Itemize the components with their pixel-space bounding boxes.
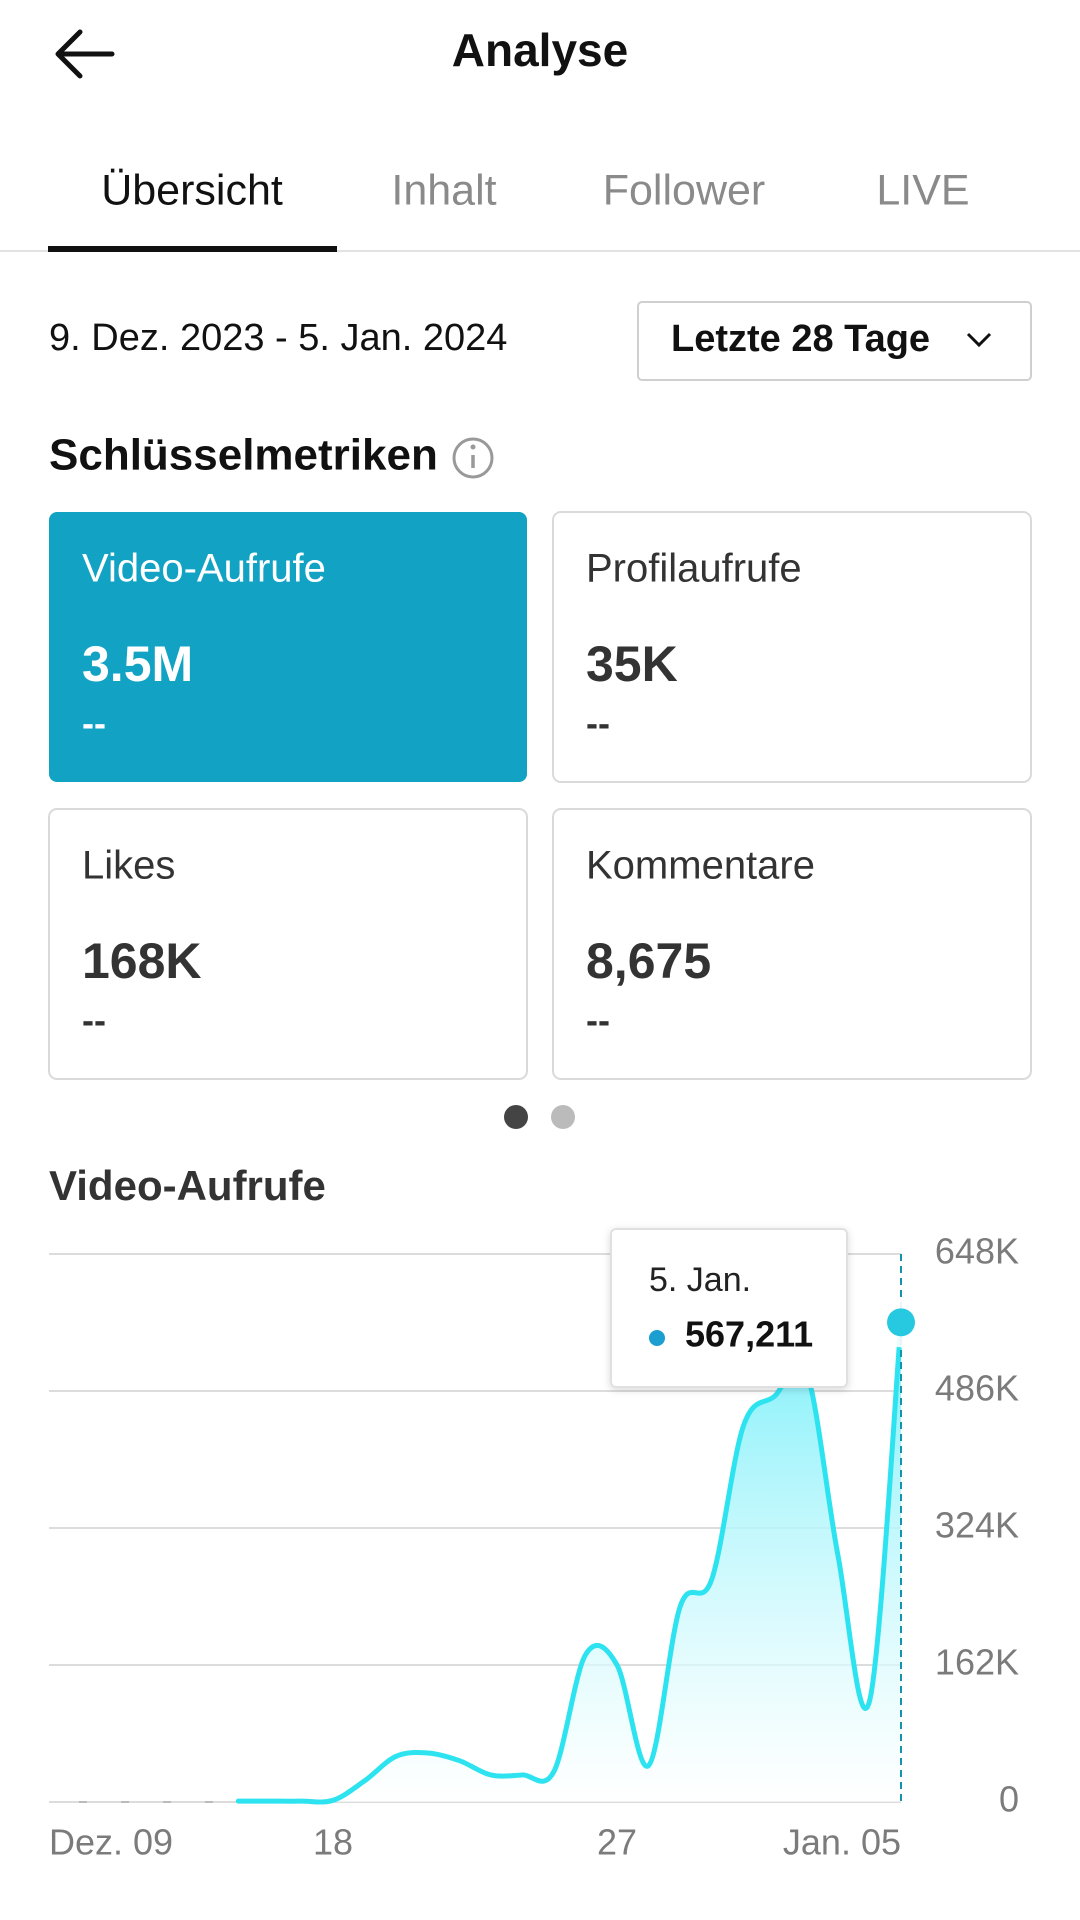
x-tick-label: Jan. 05 bbox=[783, 1822, 901, 1863]
metric-card[interactable]: Likes 168K -- bbox=[48, 808, 528, 1080]
tooltip-box bbox=[610, 1228, 848, 1388]
y-tick-label: 324K bbox=[935, 1505, 1019, 1546]
tab[interactable]: Follower bbox=[603, 166, 766, 214]
metric-card[interactable]: Video-Aufrufe 3.5M -- bbox=[49, 512, 527, 782]
card-label: Likes bbox=[82, 844, 175, 888]
tooltip: 5. Jan. 567,211 bbox=[610, 1228, 848, 1388]
tooltip-dot bbox=[649, 1330, 665, 1346]
x-tick-label: 18 bbox=[313, 1822, 353, 1863]
line bbox=[235, 1319, 904, 1805]
info-icon[interactable] bbox=[452, 437, 494, 479]
page-dot[interactable] bbox=[551, 1105, 575, 1129]
tooltip-date: 5. Jan. bbox=[649, 1261, 751, 1299]
dropdown-label[interactable]: Letzte 28 Tage bbox=[671, 318, 930, 360]
tab-underline bbox=[48, 246, 337, 252]
card-change: -- bbox=[586, 703, 610, 744]
card-bg bbox=[552, 808, 1032, 1080]
card-bg bbox=[48, 808, 528, 1080]
period-dropdown[interactable]: Letzte 28 Tage bbox=[637, 301, 1032, 381]
card-label: Kommentare bbox=[586, 844, 815, 888]
x-tick-label: 27 bbox=[597, 1822, 637, 1863]
metric-card[interactable]: Profilaufrufe 35K -- bbox=[552, 511, 1032, 783]
card-value: 8,675 bbox=[586, 933, 711, 989]
chevron bbox=[966, 332, 992, 348]
page-title: Analyse bbox=[452, 24, 628, 76]
hover-point bbox=[887, 1308, 915, 1337]
card-change: -- bbox=[82, 1000, 106, 1041]
tab-active[interactable]: Übersicht bbox=[101, 166, 283, 214]
y-tick-label: 648K bbox=[935, 1231, 1019, 1272]
card-value: 3.5M bbox=[82, 636, 193, 692]
tab[interactable]: Inhalt bbox=[391, 166, 496, 214]
dropdown-box[interactable] bbox=[637, 301, 1032, 381]
date-range: 9. Dez. 2023 - 5. Jan. 2024 bbox=[49, 317, 507, 359]
card-label: Profilaufrufe bbox=[586, 547, 802, 591]
back-button[interactable] bbox=[55, 29, 115, 79]
y-tick-label: 486K bbox=[935, 1368, 1019, 1409]
chart-title: Video-Aufrufe bbox=[49, 1162, 326, 1209]
section-title: Schlüsselmetriken bbox=[49, 431, 438, 480]
card-bg bbox=[49, 512, 527, 782]
card-value: 168K bbox=[82, 933, 202, 989]
tab[interactable]: LIVE bbox=[876, 166, 969, 214]
area bbox=[238, 1322, 902, 1803]
metric-card[interactable]: Kommentare 8,675 -- bbox=[552, 808, 1032, 1080]
y-tick-label: 0 bbox=[999, 1779, 1019, 1820]
page-dot-active[interactable] bbox=[504, 1105, 528, 1129]
chart: 0 162K 324K 486K 648K Dez. 09 18 27 Jan. 05 5. Ja… bbox=[49, 1228, 1019, 1863]
card-bg bbox=[552, 511, 1032, 783]
y-tick-label: 162K bbox=[935, 1642, 1019, 1683]
card-label: Video-Aufrufe bbox=[82, 547, 326, 591]
x-tick-label: Dez. 09 bbox=[49, 1822, 173, 1863]
card-change: -- bbox=[586, 1000, 610, 1041]
info-circle bbox=[452, 437, 494, 479]
card-change: -- bbox=[82, 703, 106, 744]
info-dot bbox=[470, 444, 476, 450]
tooltip-value: 567,211 bbox=[685, 1314, 813, 1355]
card-value: 35K bbox=[586, 636, 678, 692]
